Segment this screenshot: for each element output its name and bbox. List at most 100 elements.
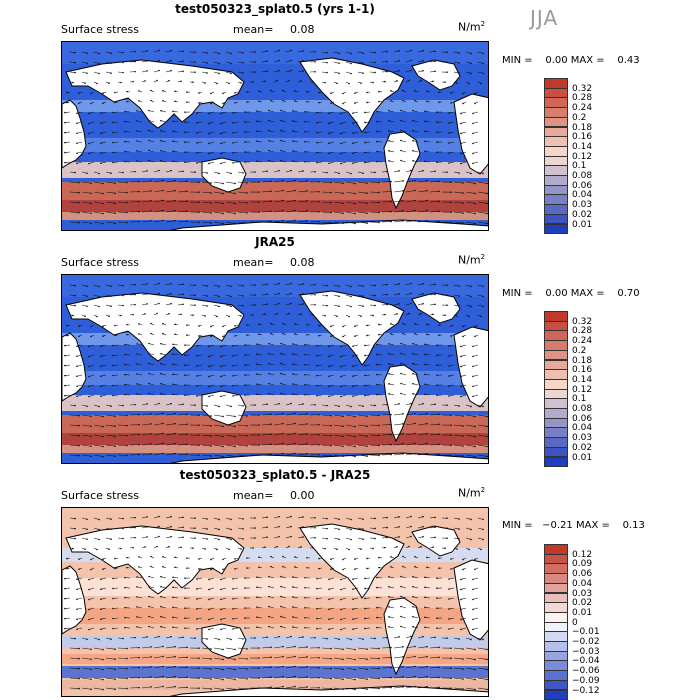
wind-vector-head <box>186 433 188 436</box>
wind-vector <box>165 646 176 649</box>
wind-vector <box>453 61 460 64</box>
wind-vector <box>280 343 287 346</box>
wind-vector <box>153 293 160 296</box>
wind-vector-head <box>150 656 152 658</box>
wind-vector-head <box>112 374 114 377</box>
wind-vector-head <box>448 385 450 387</box>
color-bar-tick-label: 0 <box>572 617 578 628</box>
wind-vector-head <box>474 658 476 661</box>
wind-vector <box>405 50 412 53</box>
wind-vector <box>261 180 272 183</box>
wind-vector-head <box>304 616 306 619</box>
wind-vector <box>201 424 212 427</box>
wind-vector <box>165 666 176 669</box>
wind-vector <box>177 404 184 406</box>
wind-vector <box>153 180 164 183</box>
wind-vector <box>280 110 287 113</box>
wind-vector-head <box>472 142 474 145</box>
wind-vector-head <box>282 189 284 192</box>
wind-vector-head <box>90 688 92 691</box>
color-bar-tick-label: 0.12 <box>572 151 593 162</box>
wind-vector <box>160 130 167 133</box>
wind-vector-head <box>362 305 364 307</box>
wind-vector-head <box>264 313 266 315</box>
wind-vector <box>292 130 299 133</box>
wind-vector <box>141 526 148 529</box>
continent-outline <box>383 364 421 443</box>
wind-vector-head <box>102 182 104 185</box>
wind-vector-head <box>316 121 318 124</box>
wind-vector <box>448 161 455 164</box>
color-bar-swatch <box>544 456 568 468</box>
wind-vector-head <box>208 588 210 591</box>
wind-vector <box>76 597 83 600</box>
wind-vector-head <box>170 292 172 295</box>
wind-vector <box>213 61 220 64</box>
wind-vector-head <box>330 657 332 660</box>
wind-vector-head <box>78 657 80 660</box>
wind-vector-head <box>198 687 200 689</box>
wind-vector-head <box>400 139 402 142</box>
continent-outline <box>169 219 488 230</box>
wind-vector-head <box>282 332 284 335</box>
wind-vector <box>213 647 224 650</box>
wind-vector-head <box>424 393 426 396</box>
wind-vector-head <box>138 200 140 203</box>
wind-vector-head <box>170 49 172 52</box>
wind-vector-head <box>138 566 140 568</box>
wind-vector-head <box>458 305 460 307</box>
wind-vector <box>448 151 455 154</box>
wind-vector <box>292 120 299 123</box>
wind-vector-head <box>306 433 308 435</box>
wind-vector-head <box>480 548 482 551</box>
wind-vector <box>237 211 248 214</box>
wind-vector <box>472 597 479 600</box>
wind-vector <box>297 283 304 286</box>
wind-vector-head <box>402 190 404 192</box>
wind-vector-head <box>186 557 188 559</box>
wind-vector-head <box>196 112 198 114</box>
wind-vector-head <box>470 405 472 408</box>
wind-vector <box>105 181 116 184</box>
color-bar-tick-label: 0.16 <box>572 132 593 143</box>
wind-vector <box>268 576 275 579</box>
wind-vector <box>357 211 368 214</box>
wind-vector-head <box>98 62 100 65</box>
wind-vector-head <box>388 383 390 385</box>
wind-vector-head <box>448 152 450 154</box>
wind-vector-head <box>192 314 194 316</box>
wind-vector <box>160 626 167 629</box>
wind-vector-head <box>136 606 138 608</box>
wind-vector-head <box>282 565 284 568</box>
wind-vector-head <box>270 555 272 558</box>
wind-vector <box>76 607 83 610</box>
wind-vector-head <box>136 576 138 578</box>
wind-vector-head <box>232 132 234 134</box>
wind-vector <box>280 160 287 163</box>
wind-vector <box>292 140 299 143</box>
wind-vector-head <box>232 162 234 164</box>
wind-vector-head <box>422 302 424 305</box>
wind-vector-head <box>398 536 400 538</box>
wind-vector <box>393 433 404 436</box>
wind-vector <box>225 444 236 447</box>
wind-vector-head <box>74 304 76 307</box>
wind-vector <box>417 180 428 183</box>
wind-vector-head <box>338 62 340 65</box>
wind-vector <box>357 191 368 194</box>
wind-vector <box>172 394 179 396</box>
wind-vector-head <box>434 303 436 306</box>
wind-vector-head <box>318 101 320 104</box>
wind-vector-head <box>362 285 364 287</box>
wind-vector <box>153 666 164 669</box>
wind-vector <box>280 596 287 599</box>
wind-vector-head <box>400 382 402 385</box>
wind-vector-head <box>232 385 234 387</box>
wind-vector-head <box>88 588 90 591</box>
wind-vector <box>220 617 227 620</box>
wind-vector <box>268 586 275 589</box>
wind-vector <box>100 607 107 610</box>
wind-vector <box>201 434 212 437</box>
wind-vector-head <box>422 292 424 295</box>
wind-vector <box>112 141 119 143</box>
